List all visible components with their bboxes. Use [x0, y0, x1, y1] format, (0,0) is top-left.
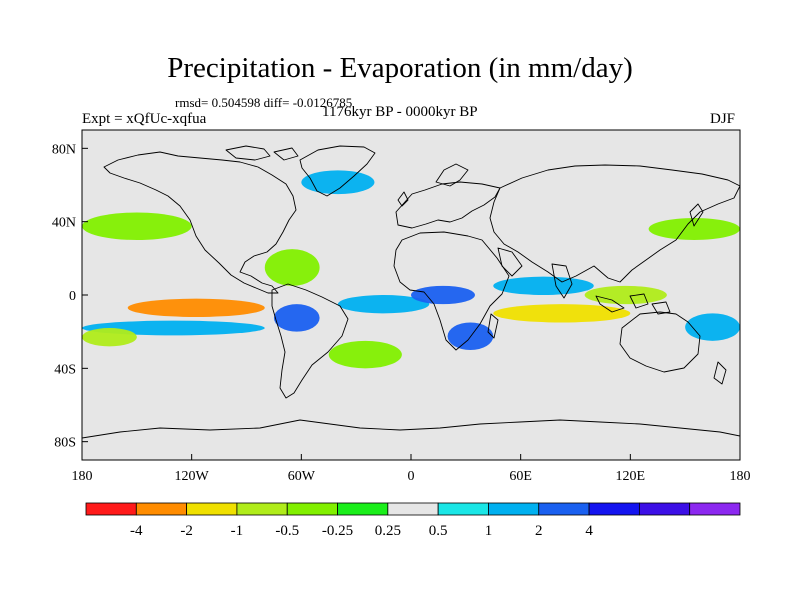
colorbar-swatch [689, 502, 741, 516]
colorbar-label: 2 [535, 523, 543, 539]
lon-tick-label: 180 [72, 469, 93, 484]
anomaly-region [411, 285, 475, 305]
period-label: 1176kyr BP - 0000kyr BP [322, 104, 478, 120]
experiment-label: Expt = xQfUc-xqfua [82, 111, 207, 127]
lat-tick-label: 0 [69, 289, 76, 304]
map-title: Precipitation - Evaporation (in mm/day) [167, 52, 633, 84]
lat-tick-label: 80S [54, 436, 76, 451]
lon-tick-label: 180 [730, 469, 751, 484]
anomaly-region [493, 276, 594, 296]
colorbar-label: 0.5 [429, 523, 448, 539]
anomaly-layer [82, 170, 740, 369]
anomaly-region [301, 170, 375, 195]
lon-tick-label: 60W [288, 469, 316, 484]
colorbar-swatch [437, 502, 489, 516]
anomaly-region [127, 298, 265, 318]
world-coastline [82, 145, 740, 439]
lon-tick-label: 120E [616, 469, 646, 484]
season-label: DJF [710, 111, 736, 127]
colorbar-swatch [638, 502, 691, 516]
anomaly-region [82, 328, 137, 347]
colorbar-swatch [186, 502, 238, 516]
colorbar-swatch [85, 502, 137, 516]
colorbar-swatch [387, 502, 439, 516]
colorbar-swatch [588, 502, 640, 516]
anomaly-region [82, 212, 192, 240]
color-legend: -4 -2 -1 -0.5 -0.25 0.25 0.5 1 2 4 [85, 502, 741, 539]
lat-tick-label: 40N [52, 216, 76, 231]
latitude-axis: 80N 40N 0 40S 80S [52, 142, 88, 451]
anomaly-region [493, 304, 631, 323]
colorbar-label: 0.25 [375, 523, 401, 539]
colorbar-label: -1 [231, 523, 244, 539]
colorbar-label: 4 [585, 523, 593, 539]
lat-tick-label: 40S [54, 362, 76, 377]
colorbar-label: 1 [485, 523, 493, 539]
anomaly-region [648, 218, 740, 240]
colorbar-label: -0.25 [322, 523, 353, 539]
colorbar-swatch [337, 502, 389, 516]
colorbar-label: -2 [180, 523, 193, 539]
lon-tick-label: 60E [509, 469, 532, 484]
anomaly-region [264, 249, 320, 286]
lon-tick-label: 120W [175, 469, 210, 484]
longitude-axis: 180 120W 60W 0 60E 120E 180 [72, 454, 751, 484]
stats-text: rmsd= 0.504598 diff= -0.0126785 [175, 95, 353, 110]
anomaly-region [337, 295, 430, 314]
colorbar-swatch [538, 502, 590, 516]
colorbar-swatch [286, 502, 338, 516]
colorbar-swatch [488, 502, 540, 516]
lat-tick-label: 80N [52, 142, 76, 157]
colorbar-label: -4 [130, 523, 143, 539]
colorbar-swatch [135, 502, 188, 516]
anomaly-region [685, 313, 740, 341]
anomaly-region [273, 304, 320, 332]
anomaly-region [328, 340, 402, 369]
colorbar-swatch [236, 502, 288, 516]
lon-tick-label: 0 [408, 469, 415, 484]
colorbar-label: -0.5 [275, 523, 299, 539]
anomaly-region [584, 285, 667, 305]
